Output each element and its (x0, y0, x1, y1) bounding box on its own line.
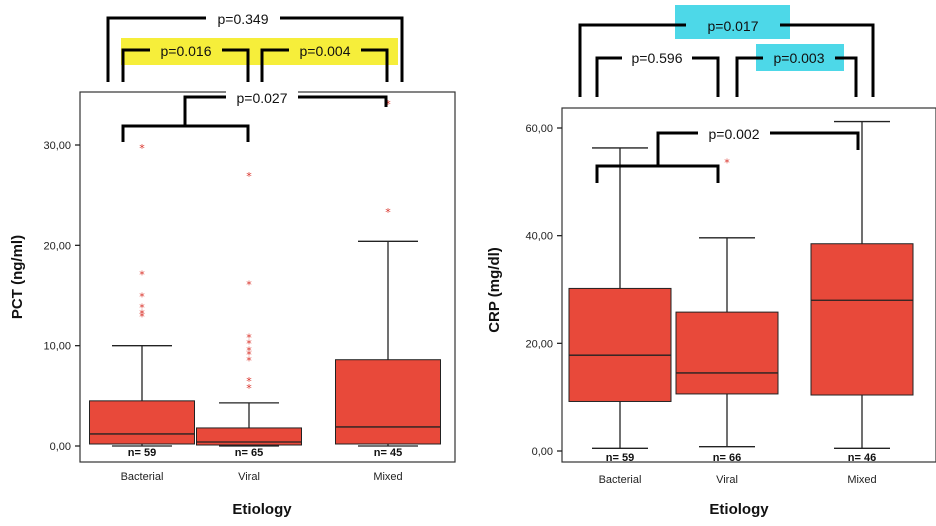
crp-x-axis-title: Etiology (709, 501, 769, 518)
pct-category-label: Bacterial (121, 471, 164, 483)
pct-outlier-point: * (139, 302, 145, 315)
crp-outlier-point: * (724, 156, 730, 169)
pct-p-label-bg (150, 42, 222, 59)
crp-comparison-bacterial-mixed-top: p=0.017 (578, 16, 875, 97)
pct-box-mixed: n= 45 Mixed ** (335, 98, 441, 483)
crp-y-tick-label: 40,00 (525, 231, 553, 243)
pct-outlier-point: * (246, 382, 252, 395)
pct-comparison-bacterial-mixed-top: p=0.349 (106, 9, 404, 82)
pct-n-label: n= 65 (235, 447, 263, 459)
pct-category-label: Viral (238, 471, 260, 483)
pct-y-tick-label: 0,00 (50, 441, 71, 453)
pct-iqr-box (89, 400, 195, 445)
pct-n-label: n= 45 (374, 447, 402, 459)
crp-plot-frame (561, 107, 936, 463)
pct-outlier-point: * (246, 345, 252, 358)
pct-p-label-bg (226, 89, 298, 106)
pct-p-label-bg (206, 9, 280, 27)
pct-y-axis-title: PCT (ng/ml) (9, 235, 26, 319)
crp-p-value-label: p=0.596 (632, 50, 683, 66)
crp-n-label: n= 66 (713, 452, 741, 464)
pct-outlier-point: * (246, 170, 252, 183)
pct-outliers: ** (385, 98, 391, 219)
pct-outlier-point: * (246, 338, 252, 351)
pct-outlier-point: * (246, 355, 252, 368)
pct-bracket (121, 124, 250, 142)
crp-p-label-bg (686, 16, 780, 36)
crp-p-value-label: p=0.002 (709, 126, 760, 142)
pct-p-label-bg (289, 42, 361, 59)
pct-outlier-point: * (139, 268, 145, 281)
pct-p-value-label: p=0.349 (218, 11, 269, 27)
pct-comparison-bacterial-viral: p=0.016 (121, 42, 250, 82)
crp-p-value-label: p=0.003 (774, 50, 825, 66)
crp-category-label: Mixed (847, 474, 876, 486)
pct-outliers: ********* (246, 170, 252, 395)
crp-p-label-bg (622, 49, 692, 67)
pct-y-tick-label: 30,00 (43, 140, 71, 152)
crp-iqr-box (810, 243, 914, 396)
pct-iqr-box (335, 359, 441, 445)
crp-p-label-bg (763, 49, 835, 67)
pct-p-value-label: p=0.016 (161, 43, 212, 59)
pct-comparison-viral-mixed: p=0.004 (260, 42, 389, 82)
pct-outlier-point: * (385, 206, 391, 219)
crp-n-label: n= 59 (606, 452, 634, 464)
crp-y-tick-label: 60,00 (525, 123, 553, 135)
pct-outlier-point: * (139, 308, 145, 321)
crp-n-label: n= 46 (848, 452, 876, 464)
pct-n-label: n= 59 (128, 447, 156, 459)
crp-outliers: * (724, 156, 730, 169)
pct-outlier-point: * (139, 291, 145, 304)
pct-y-tick-label: 10,00 (43, 341, 71, 353)
pct-outlier-point: * (139, 142, 145, 155)
pct-p-value-label: p=0.027 (237, 90, 288, 106)
crp-y-tick-label: 20,00 (525, 338, 553, 350)
crp-category-label: Viral (716, 474, 738, 486)
pct-box-bacterial: n= 59 Bacterial ****** (89, 142, 195, 483)
crp-comparison-viral-mixed: p=0.003 (735, 49, 858, 97)
crp-chart: 0,00 20,00 40,00 60,00 CRP (mg/dl) Etiol… (486, 5, 936, 518)
pct-outlier-point: * (246, 375, 252, 388)
crp-box-bacterial: n= 59 Bacterial (568, 147, 672, 486)
pct-box-viral: n= 65 Viral ********* (196, 170, 302, 483)
pct-category-label: Mixed (373, 471, 402, 483)
crp-iqr-box (675, 311, 779, 395)
pct-outlier-point: * (246, 349, 252, 362)
pct-outlier-point: * (246, 332, 252, 345)
pct-p-value-label: p=0.004 (300, 43, 351, 59)
crp-p-label-bg (698, 125, 770, 143)
pct-outlier-point: * (246, 278, 252, 291)
crp-box-viral: n= 66 Viral * (675, 156, 779, 486)
crp-bracket (595, 164, 720, 183)
crp-y-ticks: 0,00 20,00 40,00 60,00 (525, 123, 562, 458)
pct-outliers: ****** (139, 142, 145, 324)
pct-y-ticks: 0,00 10,00 20,00 30,00 (43, 140, 80, 453)
pct-outlier-point: * (385, 98, 391, 111)
crp-comparison-bacterial-mixed-inner: p=0.002 (595, 125, 860, 183)
crp-p-value-label: p=0.017 (708, 18, 759, 34)
pct-y-tick-label: 20,00 (43, 240, 71, 252)
pct-chart: 0,00 10,00 20,00 30,00 PCT (ng/ml) Etiol… (9, 9, 456, 518)
crp-y-tick-label: 0,00 (532, 446, 553, 458)
pct-comparison-bacterial-mixed-inner: p=0.027 (121, 89, 388, 142)
pct-iqr-box (196, 427, 302, 446)
crp-box-mixed: n= 46 Mixed (810, 120, 914, 486)
crp-y-axis-title: CRP (mg/dl) (486, 247, 503, 333)
crp-comparison-bacterial-viral: p=0.596 (595, 49, 720, 97)
pct-x-axis-title: Etiology (232, 501, 292, 518)
crp-category-label: Bacterial (599, 474, 642, 486)
pct-outlier-point: * (139, 311, 145, 324)
crp-iqr-box (568, 287, 672, 402)
